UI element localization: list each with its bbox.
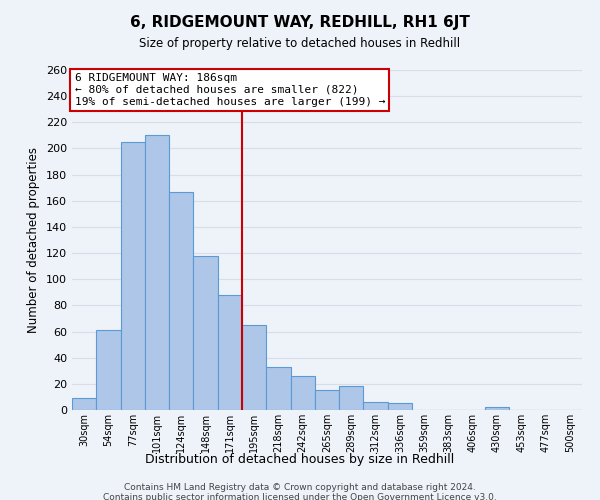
Bar [72, 398, 96, 410]
Bar [339, 386, 364, 410]
Text: Contains HM Land Registry data © Crown copyright and database right 2024.: Contains HM Land Registry data © Crown c… [124, 482, 476, 492]
Text: Distribution of detached houses by size in Redhill: Distribution of detached houses by size … [145, 452, 455, 466]
Text: Size of property relative to detached houses in Redhill: Size of property relative to detached ho… [139, 38, 461, 51]
Bar [388, 404, 412, 410]
Bar [121, 142, 145, 410]
Bar [315, 390, 339, 410]
Bar [96, 330, 121, 410]
Text: 6 RIDGEMOUNT WAY: 186sqm
← 80% of detached houses are smaller (822)
19% of semi-: 6 RIDGEMOUNT WAY: 186sqm ← 80% of detach… [74, 74, 385, 106]
Bar [242, 325, 266, 410]
Text: Contains public sector information licensed under the Open Government Licence v3: Contains public sector information licen… [103, 492, 497, 500]
Bar [145, 136, 169, 410]
Bar [218, 295, 242, 410]
Bar [169, 192, 193, 410]
Bar [266, 367, 290, 410]
Bar [364, 402, 388, 410]
Bar [193, 256, 218, 410]
Text: 6, RIDGEMOUNT WAY, REDHILL, RH1 6JT: 6, RIDGEMOUNT WAY, REDHILL, RH1 6JT [130, 15, 470, 30]
Bar [290, 376, 315, 410]
Bar [485, 408, 509, 410]
Y-axis label: Number of detached properties: Number of detached properties [28, 147, 40, 333]
